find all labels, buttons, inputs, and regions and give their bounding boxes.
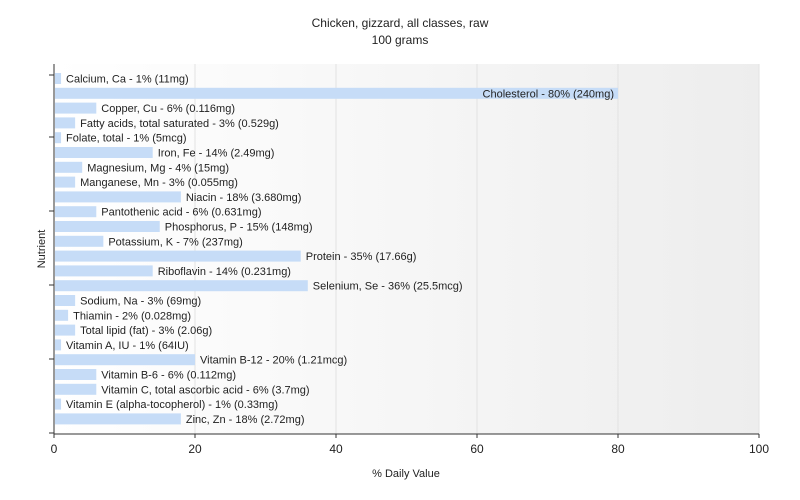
bar-label: Total lipid (fat) - 3% (2.06g) bbox=[80, 325, 212, 337]
x-axis-title: % Daily Value bbox=[372, 468, 440, 480]
bar bbox=[55, 309, 69, 321]
bar-label: Fatty acids, total saturated - 3% (0.529… bbox=[80, 118, 279, 130]
bar-label: Vitamin E (alpha-tocopherol) - 1% (0.33m… bbox=[66, 399, 278, 411]
grid-lines bbox=[194, 64, 760, 434]
bar-label: Niacin - 18% (3.680mg) bbox=[186, 192, 302, 204]
bar bbox=[55, 369, 97, 380]
bar bbox=[55, 398, 62, 410]
bar bbox=[55, 176, 76, 188]
axes bbox=[53, 64, 759, 435]
bar bbox=[55, 265, 153, 277]
bar-label: Manganese, Mn - 3% (0.055mg) bbox=[80, 177, 238, 189]
y-axis-title: Nutrient bbox=[36, 230, 48, 269]
bar bbox=[55, 102, 97, 114]
bar bbox=[55, 87, 618, 99]
bar bbox=[55, 161, 83, 173]
bar-label: Calcium, Ca - 1% (11mg) bbox=[66, 74, 189, 86]
bar bbox=[55, 132, 62, 144]
bar bbox=[55, 117, 76, 129]
bar bbox=[55, 339, 62, 351]
chart-title: Chicken, gizzard, all classes, raw bbox=[311, 16, 489, 30]
bar bbox=[55, 324, 76, 336]
chart-subtitle: 100 grams bbox=[371, 33, 429, 47]
bar-label: Selenium, Se - 36% (25.5mcg) bbox=[313, 281, 463, 293]
bar-label: Iron, Fe - 14% (2.49mg) bbox=[158, 148, 275, 160]
bar bbox=[55, 354, 195, 366]
bar-label: Pantothenic acid - 6% (0.631mg) bbox=[101, 207, 261, 219]
bar bbox=[55, 191, 181, 203]
bar-label: Vitamin C, total ascorbic acid - 6% (3.7… bbox=[101, 384, 309, 396]
bar-label: Protein - 35% (17.66g) bbox=[306, 251, 417, 263]
bar bbox=[55, 280, 308, 292]
x-tick-label: 100 bbox=[749, 442, 769, 456]
bars bbox=[55, 73, 618, 425]
bar-label: Magnesium, Mg - 4% (15mg) bbox=[87, 162, 229, 174]
bar-label: Phosphorus, P - 15% (148mg) bbox=[165, 222, 313, 234]
bar bbox=[55, 147, 153, 158]
x-tick-label: 20 bbox=[188, 442, 202, 456]
bar bbox=[55, 413, 181, 425]
bar-label: Copper, Cu - 6% (0.116mg) bbox=[101, 103, 235, 115]
bar-label: Cholesterol - 80% (240mg) bbox=[483, 88, 614, 100]
bar bbox=[55, 250, 301, 262]
x-tick-label: 60 bbox=[470, 442, 484, 456]
bar-label: Vitamin B-12 - 20% (1.21mcg) bbox=[200, 355, 347, 367]
bar bbox=[55, 295, 76, 306]
bar-label: Vitamin B-6 - 6% (0.112mg) bbox=[101, 370, 236, 382]
bar bbox=[55, 235, 104, 247]
x-ticks: 0 20 40 60 80 100 bbox=[49, 74, 769, 456]
x-tick-label: 0 bbox=[51, 442, 58, 456]
bar-label: Riboflavin - 14% (0.231mg) bbox=[158, 266, 291, 278]
plot-area-background bbox=[54, 64, 759, 434]
x-tick-label: 80 bbox=[611, 442, 625, 456]
bar-label: Thiamin - 2% (0.028mg) bbox=[73, 310, 191, 322]
bar-labels: Calcium, Ca - 1% (11mg) Cholesterol - 80%… bbox=[66, 74, 614, 426]
x-tick-label: 40 bbox=[329, 442, 343, 456]
bar-label: Sodium, Na - 3% (69mg) bbox=[80, 296, 201, 308]
bar bbox=[55, 73, 62, 84]
bar-label: Folate, total - 1% (5mcg) bbox=[66, 133, 186, 145]
bar-label: Vitamin A, IU - 1% (64IU) bbox=[66, 340, 189, 352]
bar bbox=[55, 221, 160, 232]
bar-label: Zinc, Zn - 18% (2.72mg) bbox=[186, 414, 305, 426]
bar-label: Potassium, K - 7% (237mg) bbox=[108, 236, 243, 248]
bar bbox=[55, 383, 97, 395]
bar bbox=[55, 206, 97, 218]
